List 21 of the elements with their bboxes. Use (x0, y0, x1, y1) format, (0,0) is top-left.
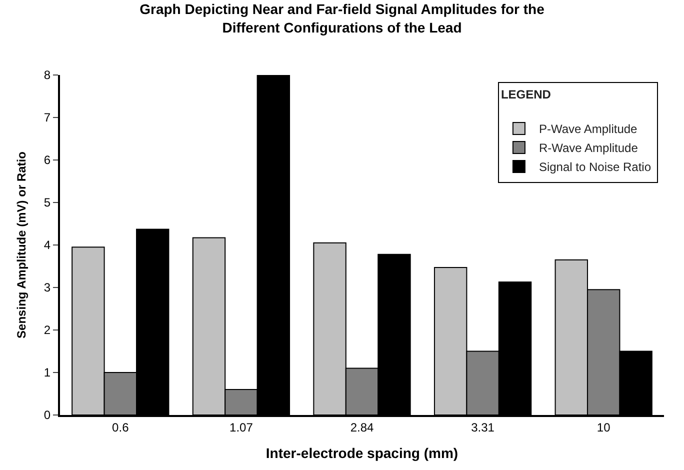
legend-title: LEGEND (500, 87, 552, 102)
y-tick-label: 4 (44, 238, 51, 252)
x-tick-label: 3.31 (471, 420, 495, 434)
y-tick-label: 2 (44, 323, 51, 338)
y-tick-label: 6 (44, 153, 51, 168)
y-tick-label: 1 (44, 366, 51, 380)
x-tick-label: 2.84 (350, 420, 374, 434)
x-axis-title: Inter-electrode spacing (mm) (266, 445, 458, 462)
y-tick-label: 5 (44, 196, 51, 210)
y-tick-label: 3 (44, 280, 51, 295)
legend-label: R-Wave Amplitude (538, 141, 638, 156)
legend-label: P-Wave Amplitude (538, 122, 638, 136)
y-tick-label: 8 (44, 68, 51, 82)
y-tick-label: 7 (44, 110, 51, 125)
x-tick-label: 10 (596, 420, 611, 434)
x-tick-label: 1.07 (230, 420, 254, 434)
x-tick-label: 0.6 (112, 420, 130, 434)
chart-title: Graph Depicting Near and Far-field Signal Amplitudes for the Different Configurations of the Lead (140, 1, 545, 36)
y-tick-label: 0 (44, 408, 51, 422)
y-axis-title: Sensing Amplitude (mV) or Ratio (14, 152, 29, 338)
legend-label: Signal to Noise Ratio (538, 160, 652, 174)
